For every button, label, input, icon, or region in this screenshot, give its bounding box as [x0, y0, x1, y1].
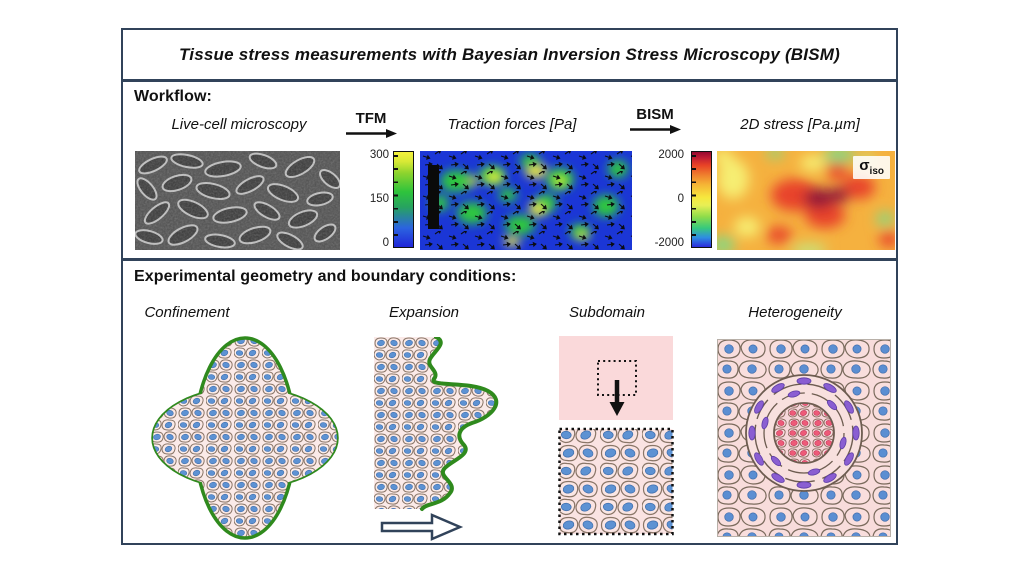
stress-label: 2D stress [Pa.µm]	[740, 116, 860, 133]
live-cell-microscopy-image	[135, 151, 340, 250]
sigma-iso-badge: σiso	[853, 156, 890, 179]
panel-label-subdomain: Subdomain	[569, 304, 645, 321]
traction-colorbar	[393, 151, 414, 248]
stress-colorbar-labels: 2000 0 -2000	[644, 149, 684, 249]
figure-frame: Tissue stress measurements with Bayesian…	[121, 28, 899, 545]
sigma-symbol: σ	[859, 157, 870, 174]
title-box: Tissue stress measurements with Bayesian…	[123, 30, 896, 79]
figure-title: Tissue stress measurements with Bayesian…	[179, 44, 840, 64]
microscopy-label: Live-cell microscopy	[171, 116, 307, 133]
tfm-step: TFM	[342, 110, 400, 139]
bism-label: BISM	[636, 106, 674, 123]
traction-tick-min: 0	[382, 236, 389, 249]
traction-quiver-arrows	[420, 151, 632, 250]
stress-colorbar	[691, 151, 712, 248]
traction-forces-map	[420, 151, 632, 250]
stress-tick-min: -2000	[654, 236, 684, 249]
geometry-heading: Experimental geometry and boundary condi…	[134, 268, 517, 285]
traction-colorbar-labels: 300 150 0	[349, 149, 389, 249]
bism-step: BISM	[626, 106, 684, 135]
panel-label-confinement: Confinement	[144, 304, 230, 321]
central-cell-cluster	[773, 402, 835, 464]
elongated-purple-nuclei-ring	[748, 377, 860, 489]
traction-scale-bar	[428, 165, 439, 229]
tfm-label: TFM	[355, 110, 387, 127]
traction-tick-mid: 150	[369, 192, 389, 205]
stress-tick-max: 2000	[658, 149, 684, 161]
subdomain-illustration	[558, 336, 674, 536]
subdomain-zoom-arrow-icon	[609, 402, 625, 416]
subdomain-detail-box	[558, 427, 674, 536]
sigma-subscript: iso	[869, 166, 884, 177]
stress-colorbar-ticks	[692, 155, 696, 244]
expansion-illustration	[374, 337, 499, 541]
separator-workflow-geometry	[123, 258, 896, 261]
traction-tick-max: 300	[369, 149, 389, 161]
bism-arrow-icon	[630, 125, 681, 134]
panel-label-heterogeneity: Heterogeneity	[748, 304, 842, 321]
stress-tick-mid: 0	[677, 192, 684, 205]
expansion-direction-arrow-icon	[380, 513, 464, 541]
traction-label: Traction forces [Pa]	[447, 116, 577, 133]
separator-title-workflow	[123, 79, 896, 82]
traction-colorbar-ticks	[394, 155, 398, 244]
tfm-arrow-icon	[346, 129, 397, 138]
stress-map-wrap: σiso	[711, 147, 899, 256]
confinement-illustration	[151, 336, 339, 540]
workflow-heading: Workflow:	[134, 88, 212, 105]
panel-label-expansion: Expansion	[388, 304, 460, 321]
heterogeneity-illustration	[717, 339, 891, 537]
leading-edge-boundary	[420, 337, 499, 511]
